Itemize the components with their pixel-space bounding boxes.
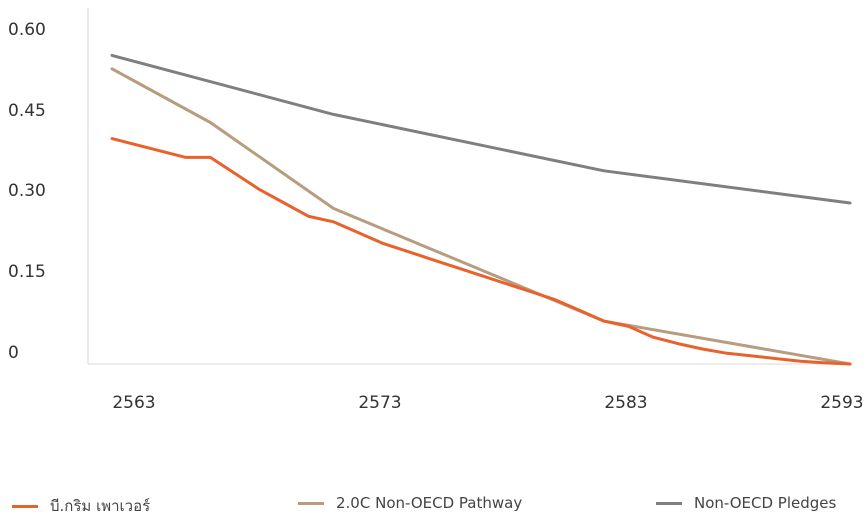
x-tick-label: 2583 bbox=[604, 393, 647, 413]
series-line-bgrim bbox=[110, 137, 852, 366]
x-tick-labels: 2563 2573 2583 2593 bbox=[112, 393, 863, 413]
y-tick-label: 0.15 bbox=[8, 262, 46, 282]
legend-swatch-pledges bbox=[656, 501, 682, 505]
legend-label-bgrim: บี.กริม เพาเวอร์ bbox=[50, 497, 151, 515]
legend-label-pledges: Non-OECD Pledges bbox=[694, 494, 837, 512]
x-tick-label: 2563 bbox=[112, 393, 155, 413]
y-tick-label: 0.45 bbox=[8, 101, 46, 121]
chart: 0 0.15 0.30 0.45 0.60 2563 2573 2583 2593 bbox=[8, 8, 864, 413]
legend-swatch-bgrim bbox=[12, 504, 38, 508]
series-line-pledges bbox=[110, 53, 852, 205]
legend-swatch-pathway bbox=[298, 501, 324, 505]
y-tick-label: 0.60 bbox=[8, 20, 46, 40]
legend-item-pathway: 2.0C Non-OECD Pathway bbox=[298, 494, 522, 512]
legend-item-pledges: Non-OECD Pledges bbox=[656, 494, 836, 512]
legend: บี.กริม เพาเวอร์ 2.0C Non-OECD Pathway N… bbox=[0, 494, 866, 520]
legend-item-bgrim: บี.กริม เพาเวอร์ bbox=[12, 494, 150, 518]
series-lines bbox=[110, 53, 852, 366]
legend-label-pathway: 2.0C Non-OECD Pathway bbox=[336, 494, 523, 512]
y-tick-labels: 0 0.15 0.30 0.45 0.60 bbox=[8, 20, 46, 363]
x-tick-label: 2593 bbox=[820, 393, 863, 413]
series-line-pathway bbox=[110, 67, 852, 366]
y-tick-label: 0.30 bbox=[8, 181, 46, 201]
y-tick-label: 0 bbox=[8, 343, 19, 363]
x-tick-label: 2573 bbox=[358, 393, 401, 413]
